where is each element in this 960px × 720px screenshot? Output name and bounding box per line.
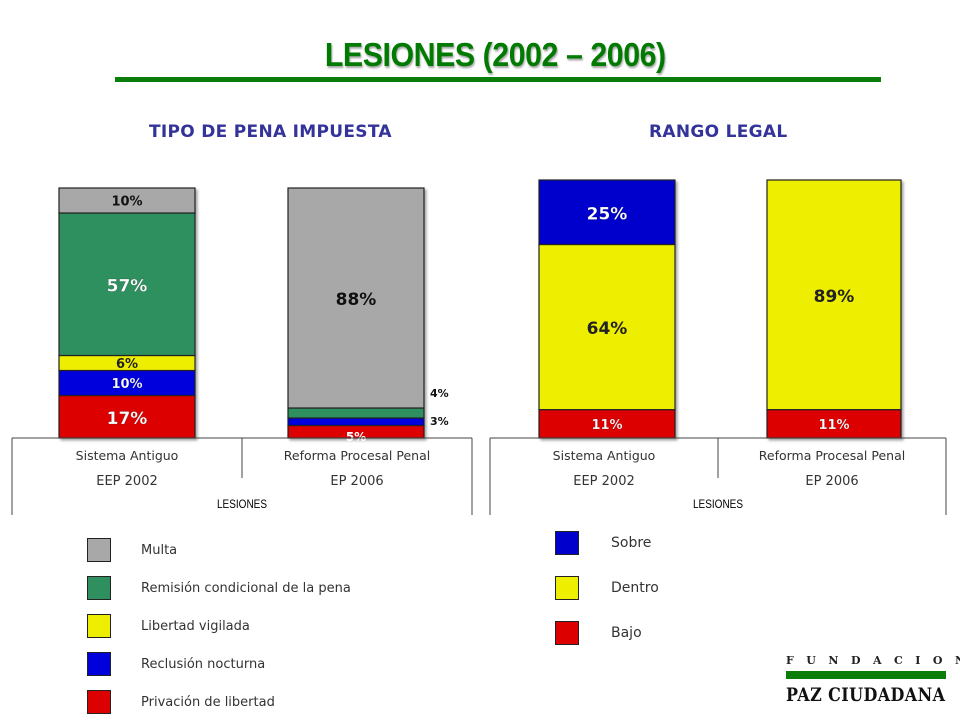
category-label-1: Reforma Procesal Penal (284, 448, 430, 463)
bar-segment-bajo-1 (766, 409, 902, 439)
stacked-bar-1 (766, 179, 902, 439)
category-label-0: Sistema Antiguo (76, 448, 179, 463)
category-sublabel-0: EEP 2002 (96, 474, 157, 489)
legend-swatch-sobre (555, 531, 579, 555)
x-axis-label: LESIONES (693, 497, 743, 511)
legend-item-multa: Multa (87, 538, 177, 562)
legend-item-remision-condicional-de-la-pena: Remisión condicional de la pena (87, 576, 351, 600)
stacked-bar-0 (538, 179, 676, 439)
legend-label-reclusion-nocturna: Reclusión nocturna (141, 656, 266, 672)
stacked-bar-1 (287, 187, 425, 439)
data-label-privacion-de-libertad-1: 5% (346, 430, 366, 444)
legend-item-libertad-vigilada: Libertad vigilada (87, 614, 250, 638)
page-title: LESIONES (2002 – 2006) (324, 36, 666, 73)
data-label-remision-condicional-de-la-pena-0: 57% (107, 276, 148, 296)
x-axis-label: LESIONES (217, 497, 267, 511)
legend-label-bajo: Bajo (611, 625, 642, 641)
data-label-libertad-vigilada-0: 6% (116, 357, 138, 372)
legend-swatch-bajo (555, 621, 579, 645)
bar-segment-reclusion-nocturna-1 (287, 417, 425, 427)
legend-item-sobre: Sobre (555, 531, 651, 555)
data-label-multa-0: 10% (111, 195, 142, 210)
category-label-1: Reforma Procesal Penal (759, 448, 905, 463)
logo-bottom-text: PAZ CIUDADANA (786, 684, 946, 706)
legend-label-sobre: Sobre (611, 535, 652, 551)
data-label-remision-condicional-de-la-pena-1: 4% (430, 387, 449, 400)
bar-segment-dentro-1 (766, 179, 902, 411)
legend-swatch-remision-condicional-de-la-pena (87, 576, 111, 600)
bar-segment-dentro-0 (538, 243, 676, 411)
logo-top-text: FUNDACION (786, 654, 960, 667)
fundacion-paz-ciudadana-logo: FUNDACION PAZ CIUDADANA (786, 654, 960, 706)
legend-label-multa: Multa (141, 542, 178, 558)
legend-label-libertad-vigilada: Libertad vigilada (141, 618, 250, 634)
bar-segment-privacion-de-libertad-0 (58, 394, 196, 439)
bar-segment-bajo-0 (538, 409, 676, 439)
category-sublabel-1: EP 2006 (330, 474, 383, 489)
legend-label-remision-condicional-de-la-pena: Remisión condicional de la pena (141, 580, 351, 596)
legend-swatch-dentro (555, 576, 579, 600)
data-label-reclusion-nocturna-1: 3% (430, 415, 449, 428)
title-underline (115, 77, 881, 82)
legend-swatch-libertad-vigilada (87, 614, 111, 638)
page-title-wrap: LESIONES (2002 – 2006) (0, 36, 960, 74)
legend-swatch-reclusion-nocturna (87, 652, 111, 676)
bar-segment-multa-0 (58, 187, 196, 214)
legend-swatch-multa (87, 538, 111, 562)
bar-segment-multa-1 (287, 187, 425, 409)
chart-title-rango-legal: RANGO LEGAL (649, 122, 788, 142)
data-label-dentro-1: 89% (814, 287, 855, 307)
category-sublabel-0: EEP 2002 (573, 474, 634, 489)
bar-segment-remision-condicional-de-la-pena-0 (58, 212, 196, 357)
legend-item-reclusion-nocturna: Reclusión nocturna (87, 652, 265, 676)
category-label-0: Sistema Antiguo (553, 448, 656, 463)
chart-title-tipo-pena: TIPO DE PENA IMPUESTA (149, 122, 392, 142)
chart-0: 17% 10% 6% 57% 10% 88% 5% 3% 4% Sistema Antiguo EE… (11, 187, 473, 515)
logo-bar (786, 671, 946, 679)
legend-swatch-privacion-de-libertad (87, 690, 111, 714)
stacked-bar-0 (58, 187, 196, 439)
legend-label-privacion-de-libertad: Privación de libertad (141, 694, 275, 710)
legend-item-dentro: Dentro (555, 576, 659, 600)
legend-item-privacion-de-libertad: Privación de libertad (87, 690, 275, 714)
bar-segment-sobre-0 (538, 179, 676, 246)
bar-segment-reclusion-nocturna-0 (58, 369, 196, 397)
data-label-multa-1: 88% (336, 290, 377, 310)
bar-segment-remision-condicional-de-la-pena-1 (287, 407, 425, 419)
data-label-bajo-0: 11% (591, 418, 622, 433)
chart-1: 11% 64% 25% 11% 89% Sistema Antiguo EEP 2002 Re… (489, 179, 947, 515)
data-label-sobre-0: 25% (587, 204, 628, 224)
data-label-bajo-1: 11% (818, 418, 849, 433)
legend-label-dentro: Dentro (611, 580, 659, 596)
data-label-reclusion-nocturna-0: 10% (111, 377, 142, 392)
data-label-privacion-de-libertad-0: 17% (107, 409, 148, 429)
category-sublabel-1: EP 2006 (805, 474, 858, 489)
data-label-dentro-0: 64% (587, 319, 628, 339)
legend-item-bajo: Bajo (555, 621, 642, 645)
